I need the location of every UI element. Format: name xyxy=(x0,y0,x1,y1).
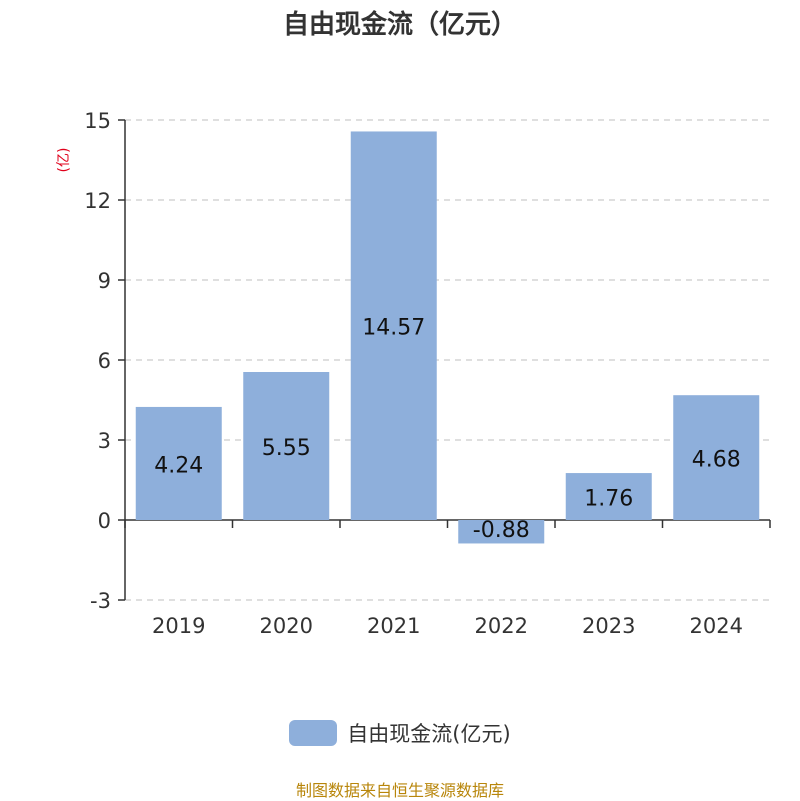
x-tick-label: 2024 xyxy=(690,614,743,638)
data-label: 4.24 xyxy=(154,453,203,478)
legend[interactable]: 自由现金流(亿元) xyxy=(0,718,800,748)
x-tick-label: 2019 xyxy=(152,614,205,638)
data-label: 14.57 xyxy=(362,316,425,341)
legend-label: 自由现金流(亿元) xyxy=(347,722,511,746)
data-label: 4.68 xyxy=(692,448,741,473)
grid-lines xyxy=(125,119,770,601)
bar-2024[interactable] xyxy=(673,395,760,520)
y-tick-label: 12 xyxy=(84,189,111,213)
x-tick-label: 2022 xyxy=(475,614,528,638)
data-label: 5.55 xyxy=(262,436,311,461)
bars xyxy=(135,131,760,544)
y-tick-label: 0 xyxy=(98,509,111,533)
source-footer: 制图数据来自恒生聚源数据库 xyxy=(295,781,504,800)
x-tick-label: 2023 xyxy=(582,614,635,638)
y-axis-unit-label: (亿) xyxy=(56,148,72,173)
bar-2021[interactable] xyxy=(350,131,437,520)
chart-title: 自由现金流（亿元） xyxy=(282,10,517,40)
y-tick-label: -3 xyxy=(90,589,111,613)
x-tick-label: 2020 xyxy=(260,614,313,638)
data-label: 1.76 xyxy=(584,487,633,512)
legend-swatch xyxy=(289,720,338,746)
axes: -3 0 3 6 9 12 15 2019 2020 2021 2022 2023 2024 xyxy=(84,109,771,638)
bar-2019[interactable] xyxy=(135,406,222,520)
x-tick-label: 2021 xyxy=(367,614,420,638)
bar-2023[interactable] xyxy=(565,473,652,520)
y-tick-label: 9 xyxy=(98,269,111,293)
y-tick-label: 6 xyxy=(98,349,111,373)
data-label: -0.88 xyxy=(473,518,530,543)
bar-2020[interactable] xyxy=(243,372,330,520)
y-tick-label: 15 xyxy=(84,109,111,133)
data-labels: 4.24 5.55 14.57 -0.88 1.76 4.68 xyxy=(154,316,740,543)
bar-2022[interactable] xyxy=(458,520,545,544)
y-tick-label: 3 xyxy=(98,429,111,453)
